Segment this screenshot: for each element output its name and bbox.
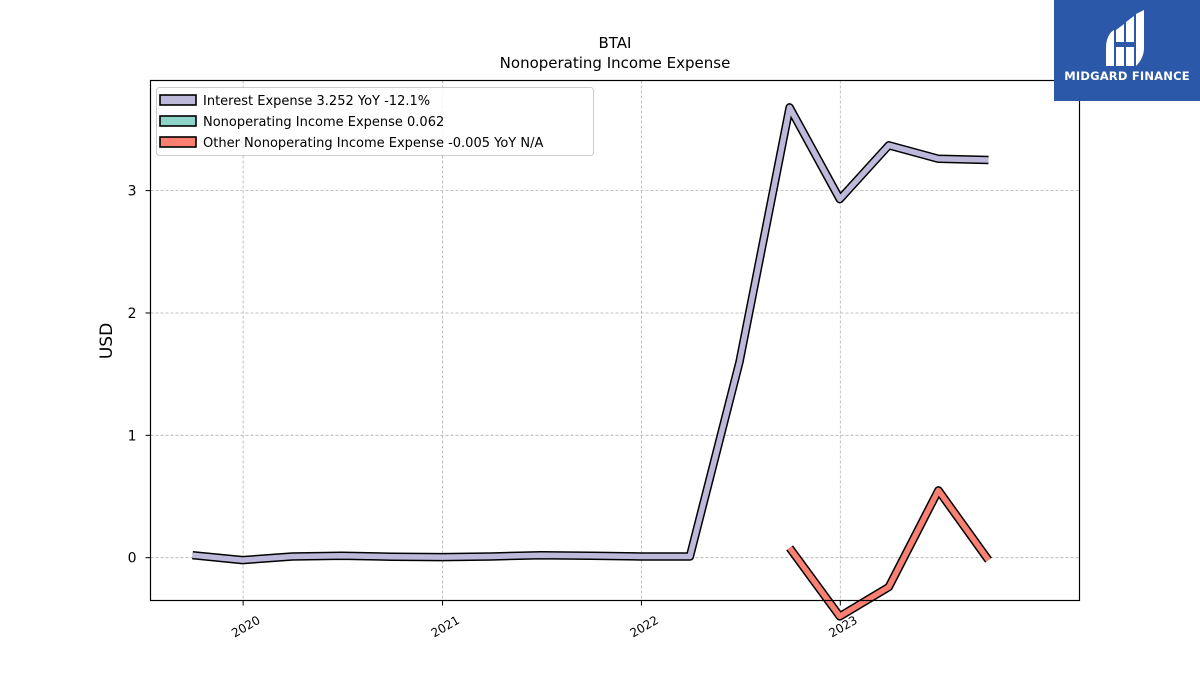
grid-lines: [150, 80, 1080, 601]
y-tick-label: 3: [128, 184, 137, 200]
plot-frame: [149, 79, 1081, 602]
legend-swatch: [159, 115, 197, 127]
y-tick-label: 2: [128, 306, 137, 322]
x-tick-label: 2022: [627, 613, 660, 640]
series-outline: [192, 103, 989, 565]
brand-logo: MIDGARD FINANCE: [1054, 0, 1200, 101]
legend-box: [156, 87, 594, 156]
chart-subtitle: Nonoperating Income Expense: [500, 54, 731, 72]
midgard-logo-icon: [1106, 10, 1144, 66]
legend-label: Interest Expense 3.252 YoY -12.1%: [203, 94, 430, 109]
y-tick-label: 1: [128, 428, 137, 444]
series-line: [192, 104, 989, 563]
x-tick-label: 2021: [429, 613, 462, 640]
legend-label: Other Nonoperating Income Expense -0.005…: [203, 136, 543, 151]
y-tick-label: 0: [128, 551, 137, 567]
logo-text: MIDGARD FINANCE: [1064, 69, 1190, 83]
chart-title: BTAI: [599, 34, 632, 52]
y-axis-label: USD: [97, 323, 117, 359]
legend-label: Nonoperating Income Expense 0.062: [203, 115, 444, 130]
series-line: [787, 487, 991, 620]
x-tick-label: 2020: [229, 613, 262, 640]
series-lines: [192, 103, 992, 621]
legend: Interest Expense 3.252 YoY -12.1% Nonoper…: [156, 87, 594, 156]
legend-swatch: [159, 94, 197, 106]
series-outline: [786, 486, 992, 621]
legend-swatch: [159, 136, 197, 148]
